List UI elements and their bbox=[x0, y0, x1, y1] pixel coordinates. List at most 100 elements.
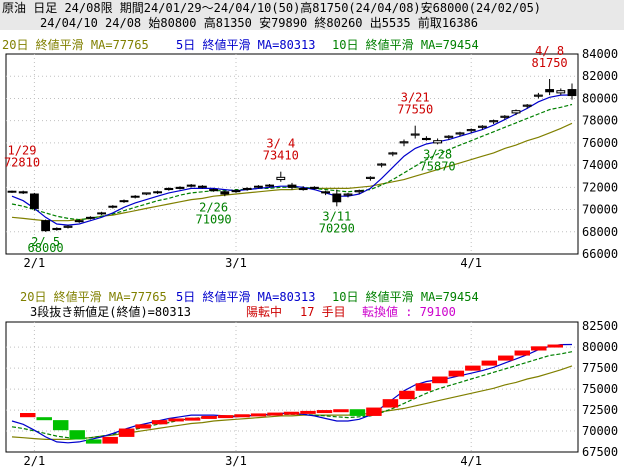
renko-brick bbox=[234, 414, 250, 418]
annotation-low: 71090 bbox=[196, 212, 232, 226]
renko-brick bbox=[250, 413, 267, 417]
bottom-legend-ma20: 20日 終値平滑 MA=77765 bbox=[20, 290, 167, 304]
candle-body bbox=[186, 184, 196, 187]
top-y-tick-label: 76000 bbox=[582, 136, 618, 150]
header-line-1-text: 原油 日足 24/08限 期間24/01/29～24/04/10(50)高817… bbox=[2, 1, 542, 15]
annotation-high: 72810 bbox=[4, 155, 40, 169]
top-x-tick-label: 3/1 bbox=[225, 256, 247, 270]
candle-body bbox=[242, 187, 252, 190]
annotation-high: 77550 bbox=[397, 103, 433, 117]
candle-body bbox=[97, 212, 107, 215]
renko-brick bbox=[168, 418, 184, 422]
renko-brick bbox=[399, 390, 415, 400]
candle-body bbox=[321, 191, 331, 194]
renko-brick bbox=[415, 383, 432, 391]
candle-body bbox=[175, 186, 185, 189]
header-line-1: 原油 日足 24/08限 期間24/01/29～24/04/10(50)高817… bbox=[0, 0, 624, 15]
top-y-tick-label: 68000 bbox=[582, 225, 618, 239]
header-line-2-text: 24/04/10 24/08 始80800 高81350 安79890 終802… bbox=[40, 16, 479, 30]
annotation-low: 3/11 bbox=[322, 209, 351, 223]
annotation-low: 3/28 bbox=[423, 147, 452, 161]
candle-body bbox=[287, 184, 297, 188]
top-x-tick-label: 4/1 bbox=[460, 256, 482, 270]
renko-brick bbox=[52, 420, 69, 431]
candle-body bbox=[455, 132, 465, 135]
candle-body bbox=[18, 191, 28, 194]
bottom-panel-frame bbox=[5, 321, 579, 453]
top-y-tick-label: 78000 bbox=[582, 114, 618, 128]
candle-body bbox=[556, 90, 566, 94]
candle-body bbox=[130, 195, 140, 198]
candle-body bbox=[377, 163, 387, 166]
bottom-y-tick-label: 67500 bbox=[582, 445, 618, 459]
top-x-tick-label: 2/1 bbox=[24, 256, 46, 270]
candle-body bbox=[119, 200, 129, 203]
candle-body bbox=[209, 189, 219, 192]
top-legend-ma20: 20日 終値平滑 MA=77765 bbox=[2, 38, 149, 52]
candle-body bbox=[231, 190, 241, 193]
bottom-legend-ma5: 5日 終値平滑 MA=80313 bbox=[176, 290, 316, 304]
bottom-x-tick-label: 2/1 bbox=[24, 454, 46, 468]
top-y-tick-label: 66000 bbox=[582, 247, 618, 261]
candle-body bbox=[41, 220, 51, 232]
candle-body bbox=[567, 89, 577, 97]
annotation-high: 81750 bbox=[532, 56, 568, 70]
annotation-low: 70290 bbox=[319, 221, 355, 235]
candle-body bbox=[365, 176, 375, 179]
renko-brick bbox=[448, 370, 465, 377]
renko-brick bbox=[151, 420, 168, 425]
renko-brick bbox=[514, 350, 531, 356]
bottom-y-tick-label: 82500 bbox=[582, 319, 618, 333]
bottom-y-tick-label: 77500 bbox=[582, 361, 618, 375]
candle-body bbox=[141, 192, 151, 195]
renko-brick bbox=[382, 399, 399, 408]
bottom-y-tick-label: 72500 bbox=[582, 403, 618, 417]
renko-brick bbox=[300, 410, 316, 414]
candle-body bbox=[309, 186, 319, 189]
renko-brick bbox=[531, 346, 547, 351]
candle-body bbox=[489, 120, 499, 123]
bottom-ma20-line bbox=[11, 365, 573, 440]
annotation-high: 3/ 4 bbox=[266, 137, 295, 151]
annotation-low: 2/ 5 bbox=[31, 235, 60, 249]
candle-body bbox=[444, 135, 454, 138]
candle-body bbox=[388, 152, 398, 155]
renko-brick bbox=[217, 415, 234, 419]
annotation-high: 4/ 8 bbox=[535, 44, 564, 58]
renko-brick bbox=[465, 365, 481, 371]
top-y-tick-label: 70000 bbox=[582, 203, 618, 217]
bottom-y-tick-label: 75000 bbox=[582, 382, 618, 396]
candle-body bbox=[354, 190, 364, 193]
renko-brick bbox=[36, 417, 52, 421]
candle-body bbox=[63, 225, 73, 228]
candle-body bbox=[265, 184, 275, 187]
renko-info-switch: 転換値 : 79100 bbox=[362, 305, 456, 319]
candle-body bbox=[477, 125, 487, 128]
renko-brick bbox=[316, 410, 333, 414]
annotation-low: 2/26 bbox=[199, 200, 228, 214]
candle-body bbox=[500, 115, 510, 118]
top-y-tick-label: 84000 bbox=[582, 47, 618, 61]
candle-body bbox=[197, 185, 207, 188]
renko-brick bbox=[333, 409, 349, 413]
candle-body bbox=[253, 185, 263, 188]
candle-body bbox=[433, 140, 443, 144]
top-panel-frame bbox=[5, 53, 579, 255]
candle-body bbox=[421, 137, 431, 141]
renko-brick bbox=[85, 439, 102, 444]
renko-info-status: 陽転中 bbox=[246, 305, 283, 319]
candle-body bbox=[52, 227, 62, 231]
candle-body bbox=[85, 216, 95, 219]
candle-body bbox=[343, 193, 353, 196]
renko-brick bbox=[69, 430, 85, 440]
candle-body bbox=[298, 187, 308, 191]
top-y-tick-label: 82000 bbox=[582, 69, 618, 83]
renko-brick bbox=[201, 415, 217, 419]
candle-body bbox=[153, 191, 163, 194]
candle-body bbox=[7, 190, 17, 193]
top-y-tick-label: 80000 bbox=[582, 91, 618, 105]
candle-body bbox=[164, 187, 174, 191]
renko-brick bbox=[283, 411, 300, 415]
candle-body bbox=[29, 193, 39, 209]
